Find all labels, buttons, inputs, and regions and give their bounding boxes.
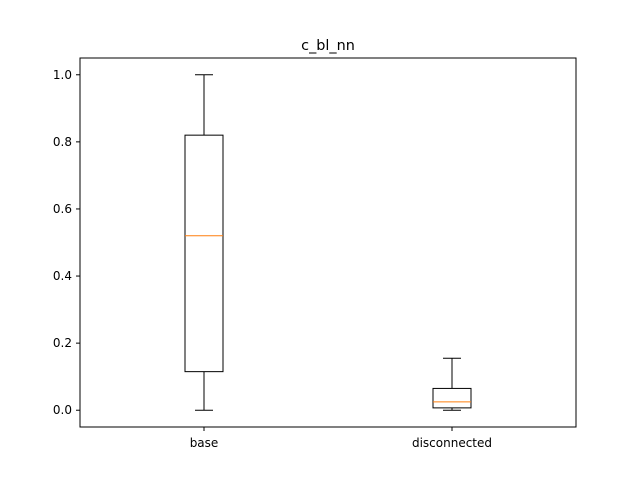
- chart-title: c_bl_nn: [301, 38, 355, 54]
- x-tick-label-disconnected: disconnected: [412, 436, 492, 450]
- y-tick-label-1: 0.2: [53, 336, 72, 350]
- box-disconnected: [432, 387, 472, 409]
- y-tick-label-5: 1.0: [53, 68, 72, 82]
- y-tick-label-3: 0.6: [53, 202, 72, 216]
- axes-frame: [79, 57, 577, 428]
- y-tick-label-2: 0.4: [53, 269, 72, 283]
- y-tick-label-4: 0.8: [53, 135, 72, 149]
- y-tick-label-0: 0.0: [53, 403, 72, 417]
- plot-area: [184, 74, 472, 411]
- x-tick-label-base: base: [190, 436, 219, 450]
- axes: 0.0 0.2 0.4 0.6 0.8 1.0 base disconnected: [53, 57, 577, 450]
- box-base: [184, 134, 224, 373]
